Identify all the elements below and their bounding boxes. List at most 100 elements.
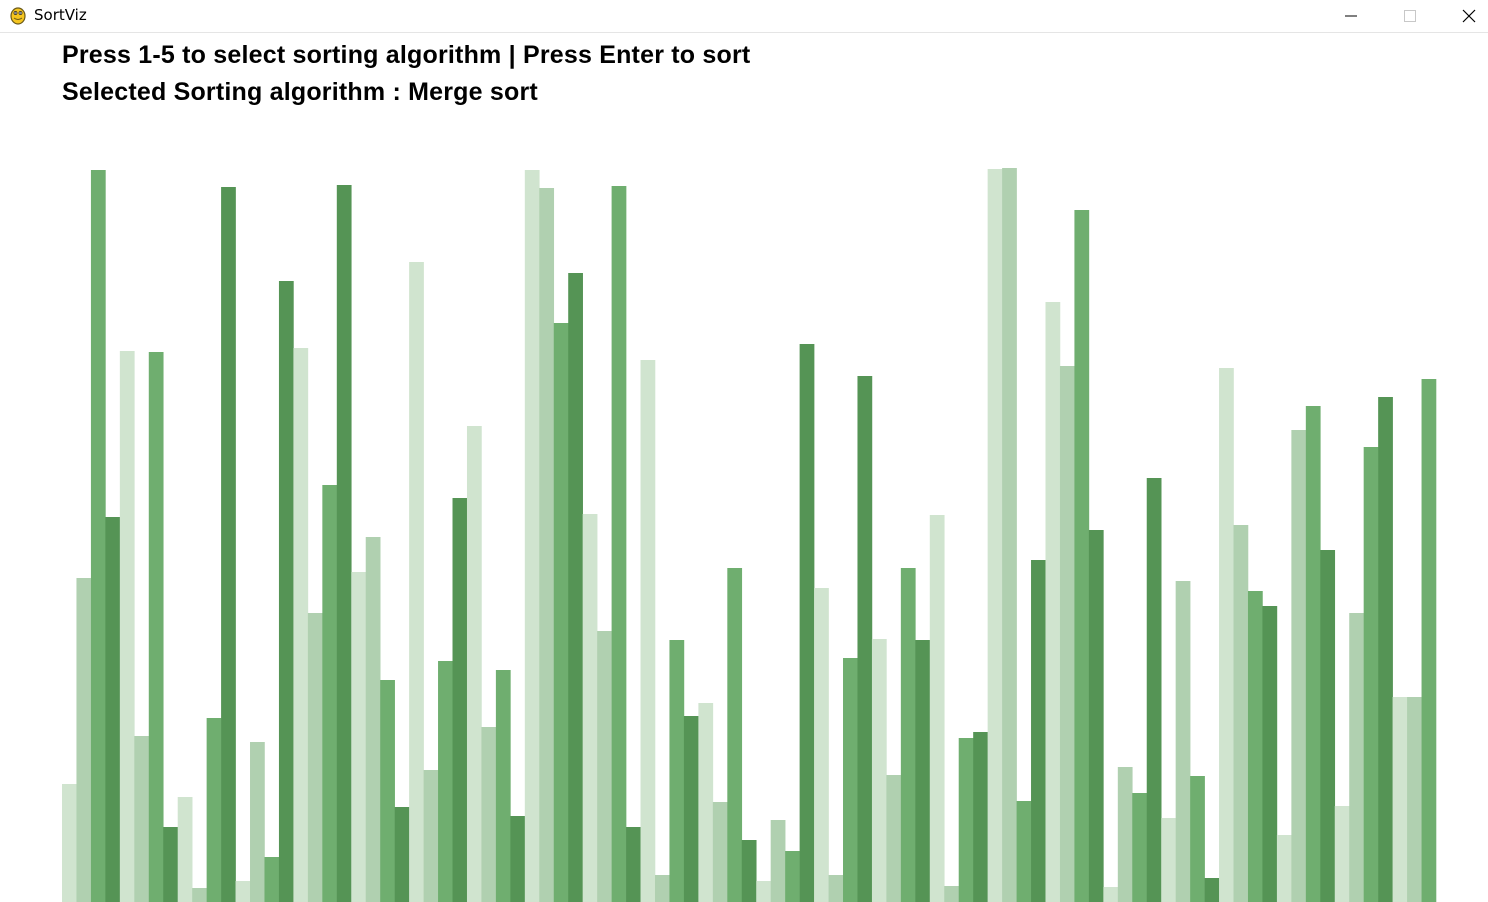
bar xyxy=(177,797,193,902)
bar xyxy=(1016,801,1032,902)
bar xyxy=(756,881,771,902)
maximize-button[interactable] xyxy=(1381,0,1439,32)
bar xyxy=(278,281,294,902)
bar xyxy=(62,784,77,902)
bar xyxy=(307,613,323,902)
bar xyxy=(727,568,743,902)
bar xyxy=(192,888,207,902)
bar xyxy=(1161,818,1176,902)
bar xyxy=(741,840,757,902)
window-title: SortViz xyxy=(34,6,87,24)
bar xyxy=(1291,430,1307,902)
bar xyxy=(539,188,555,902)
instructions-text: Press 1-5 to select sorting algorithm | … xyxy=(62,41,751,69)
close-button[interactable] xyxy=(1440,0,1488,32)
bar xyxy=(799,344,815,902)
bar xyxy=(1132,793,1148,902)
bar xyxy=(1190,776,1205,902)
bar xyxy=(1262,606,1278,902)
pygame-snake-icon xyxy=(10,7,26,25)
bar xyxy=(351,572,367,902)
bar xyxy=(322,485,338,902)
bar xyxy=(438,661,453,902)
bar xyxy=(163,827,178,902)
bar xyxy=(394,807,410,902)
bar xyxy=(336,185,352,902)
minimize-button[interactable] xyxy=(1322,0,1380,32)
bar xyxy=(221,187,236,902)
bar xyxy=(698,703,714,902)
bar xyxy=(1103,887,1119,902)
bar xyxy=(814,588,829,902)
bar xyxy=(380,680,395,902)
bar xyxy=(524,170,540,902)
visualizer-canvas[interactable]: Press 1-5 to select sorting algorithm | … xyxy=(0,33,1488,902)
bar xyxy=(1175,581,1191,902)
bar xyxy=(495,670,511,902)
bar xyxy=(568,273,583,902)
bar xyxy=(944,886,960,902)
bar xyxy=(582,514,598,902)
bar xyxy=(1320,550,1336,902)
bar xyxy=(669,640,685,902)
bar xyxy=(785,851,800,902)
maximize-icon xyxy=(1404,10,1416,22)
title-bar[interactable]: SortViz xyxy=(0,0,1488,33)
bar xyxy=(250,742,265,902)
bar xyxy=(987,169,1003,902)
bar xyxy=(828,875,844,902)
bar xyxy=(365,537,381,902)
bar xyxy=(1247,591,1263,902)
bar xyxy=(452,498,468,902)
bar xyxy=(900,568,916,902)
bar xyxy=(857,376,873,902)
bar xyxy=(843,658,858,902)
bar xyxy=(466,426,482,902)
bar xyxy=(1392,697,1408,902)
bar xyxy=(1045,302,1061,902)
bar xyxy=(1031,560,1046,902)
bar xyxy=(683,716,699,902)
bar xyxy=(553,323,569,902)
bar xyxy=(1233,525,1249,902)
bar xyxy=(148,352,164,902)
bar xyxy=(1334,806,1350,902)
bar xyxy=(293,348,309,902)
bar xyxy=(915,640,931,902)
bar xyxy=(1002,168,1017,902)
bar xyxy=(119,351,135,902)
bar xyxy=(1088,530,1104,902)
bar xyxy=(1276,835,1292,902)
bar-chart xyxy=(62,168,1437,902)
bar xyxy=(1059,366,1075,902)
bar xyxy=(1074,210,1090,902)
bar xyxy=(886,775,902,902)
bar xyxy=(640,360,656,902)
bar xyxy=(481,727,497,902)
bar xyxy=(770,820,786,902)
bar xyxy=(1421,379,1437,902)
bar xyxy=(973,732,988,902)
selected-algorithm-text: Selected Sorting algorithm : Merge sort xyxy=(62,78,538,106)
bar xyxy=(871,639,887,902)
bar xyxy=(235,881,251,902)
bar xyxy=(1219,368,1234,902)
bar xyxy=(1407,697,1422,902)
bar xyxy=(1378,397,1393,902)
bar xyxy=(626,827,641,902)
bar xyxy=(264,857,280,902)
bar xyxy=(409,262,424,902)
bar xyxy=(1305,406,1321,902)
bar xyxy=(929,515,945,902)
bar xyxy=(134,736,150,902)
bar xyxy=(90,170,106,902)
bar xyxy=(76,578,92,902)
bar xyxy=(1349,613,1364,902)
bar xyxy=(597,631,612,902)
bar xyxy=(206,718,222,902)
bar xyxy=(1363,447,1379,902)
minimize-icon xyxy=(1345,15,1357,17)
bar xyxy=(105,517,121,902)
bar xyxy=(1146,478,1162,902)
close-icon xyxy=(1462,9,1476,23)
